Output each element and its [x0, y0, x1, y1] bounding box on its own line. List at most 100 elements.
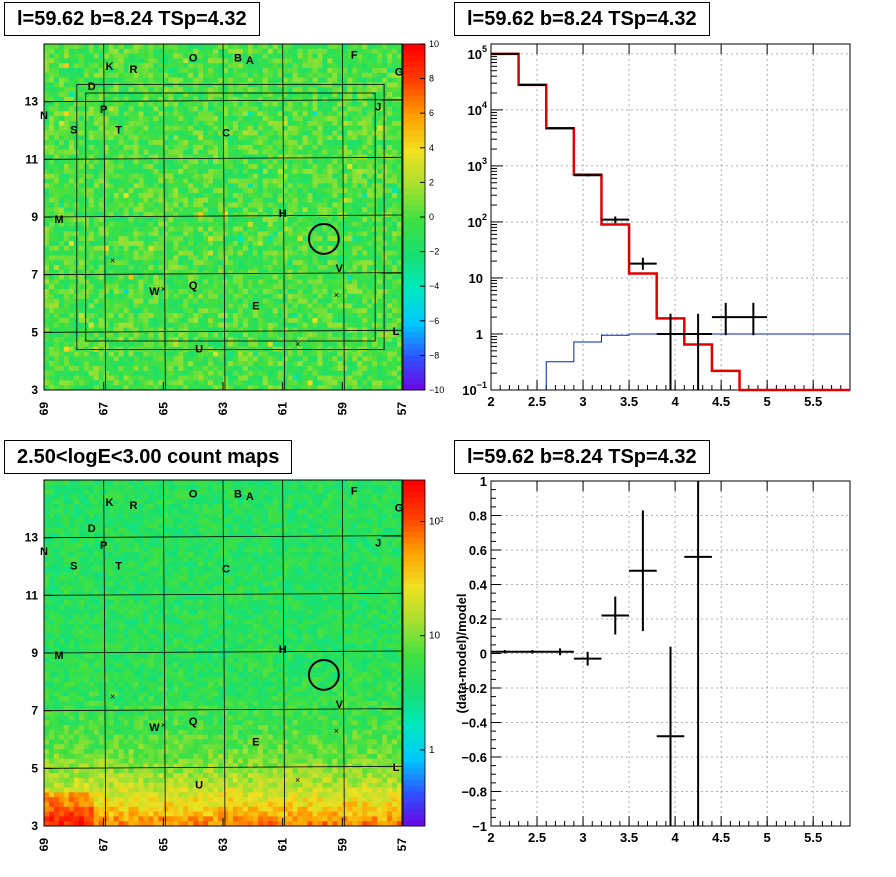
map-pixel	[108, 351, 115, 357]
map-pixel	[312, 87, 318, 93]
map-pixel	[387, 293, 393, 300]
map-pixel	[382, 207, 388, 213]
map-pixel	[68, 82, 75, 88]
map-pixel	[78, 202, 85, 208]
map-pixel	[63, 303, 70, 309]
map-pixel	[183, 68, 189, 74]
map-pixel	[227, 111, 234, 117]
map-pixel	[297, 332, 303, 338]
map-pixel	[148, 332, 154, 338]
map-pixel	[352, 58, 358, 64]
map-pixel	[128, 154, 134, 160]
map-pixel	[292, 260, 298, 266]
map-pixel	[68, 58, 75, 64]
map-pixel	[158, 144, 164, 151]
map-pixel	[317, 255, 323, 261]
map-pixel	[292, 188, 298, 194]
map-pixel	[113, 332, 119, 338]
map-pixel	[232, 159, 239, 165]
map-pixel	[198, 77, 204, 83]
map-pixel	[287, 168, 294, 175]
map-pixel	[218, 269, 224, 276]
map-pixel	[262, 63, 269, 69]
map-pixel	[148, 48, 154, 55]
map-pixel	[163, 361, 169, 367]
map-pixel	[382, 322, 388, 328]
map-pixel	[257, 63, 264, 69]
map-pixel	[237, 120, 244, 127]
map-pixel	[143, 101, 149, 107]
map-pixel	[78, 120, 85, 127]
map-pixel	[133, 164, 139, 170]
map-pixel	[242, 116, 249, 122]
map-pixel	[108, 289, 115, 295]
map-pixel	[362, 192, 368, 199]
map-pixel	[282, 144, 289, 151]
map-pixel	[53, 356, 60, 362]
map-pixel	[148, 269, 154, 276]
map-pixel	[173, 77, 179, 83]
map-pixel	[83, 365, 90, 372]
map-pixel	[312, 164, 318, 170]
map-pixel	[237, 341, 244, 348]
map-pixel	[198, 212, 204, 218]
map-pixel	[98, 92, 105, 98]
map-pixel	[93, 375, 100, 381]
map-pixel	[113, 269, 119, 276]
map-pixel	[178, 72, 184, 79]
map-pixel	[267, 289, 274, 295]
map-pixel	[362, 212, 368, 218]
map-pixel	[262, 284, 269, 290]
map-pixel	[387, 202, 393, 208]
map-pixel	[237, 106, 244, 112]
map-pixel	[83, 144, 90, 151]
map-pixel	[123, 250, 129, 256]
map-pixel	[83, 125, 90, 131]
map-pixel	[252, 159, 259, 165]
map-pixel	[272, 130, 279, 136]
map-pixel	[78, 164, 85, 170]
map-pixel	[342, 125, 348, 131]
map-pixel	[158, 82, 164, 88]
map-pixel	[387, 168, 393, 175]
map-pixel	[327, 265, 333, 271]
map-pixel	[332, 303, 338, 309]
map-pixel	[53, 68, 60, 74]
map-pixel	[367, 68, 373, 74]
map-pixel	[193, 351, 199, 357]
map-pixel	[48, 236, 55, 242]
map-pixel	[44, 188, 50, 194]
map-pixel	[242, 245, 249, 252]
map-pixel	[68, 197, 75, 203]
map-pixel	[287, 337, 294, 343]
map-pixel	[148, 313, 154, 319]
map-pixel	[312, 212, 318, 218]
map-pixel	[78, 260, 85, 266]
map-pixel	[123, 356, 129, 362]
map-pixel	[213, 317, 219, 324]
map-pixel	[277, 202, 284, 208]
map-pixel	[133, 135, 139, 141]
map-pixel	[252, 120, 259, 127]
map-pixel	[63, 197, 70, 203]
map-pixel	[173, 197, 179, 203]
map-pixel	[262, 356, 269, 362]
map-pixel	[138, 313, 144, 319]
map-pixel	[307, 183, 313, 189]
map-pixel	[312, 226, 318, 232]
map-pixel	[237, 245, 244, 252]
map-pixel	[78, 313, 85, 319]
map-pixel	[267, 255, 274, 261]
map-pixel	[227, 53, 234, 59]
map-pixel	[133, 212, 139, 218]
map-pixel	[128, 265, 134, 271]
map-pixel	[178, 149, 184, 155]
map-pixel	[173, 313, 179, 319]
map-pixel	[93, 250, 100, 256]
map-pixel	[158, 337, 164, 343]
map-pixel	[302, 260, 308, 266]
map-pixel	[337, 53, 343, 59]
map-pixel	[108, 217, 115, 223]
map-pixel	[178, 317, 184, 324]
map-pixel	[392, 77, 398, 83]
